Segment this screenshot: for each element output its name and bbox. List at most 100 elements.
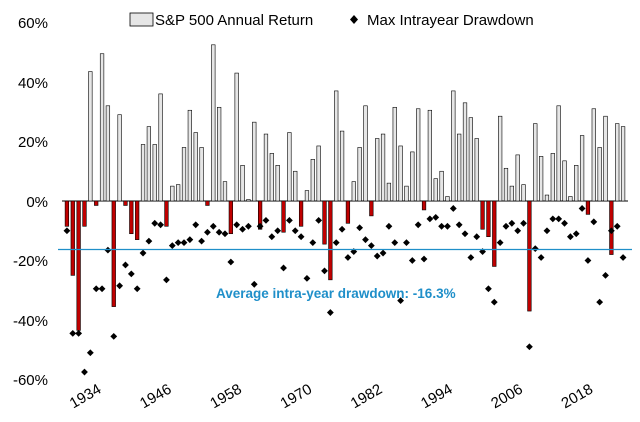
drawdown-dot-2018 xyxy=(584,257,592,264)
drawdown-dot-1962 xyxy=(256,222,264,230)
drawdown-dot-1975 xyxy=(332,239,340,247)
return-bar-1948 xyxy=(176,184,181,202)
y-tick-neg20: -20% xyxy=(13,253,48,270)
return-bar-1993 xyxy=(439,170,444,202)
return-bar-1997 xyxy=(462,102,468,202)
drawdown-dot-2023 xyxy=(613,222,621,230)
y-tick-neg40: -40% xyxy=(13,313,48,330)
drawdown-dot-2022 xyxy=(607,227,615,235)
return-bar-1949 xyxy=(181,147,187,202)
drawdown-dot-1934 xyxy=(92,285,100,293)
drawdown-dot-1957 xyxy=(227,258,235,266)
return-bar-2011 xyxy=(544,194,550,202)
return-bar-2008 xyxy=(527,200,532,312)
drawdown-dot-1967 xyxy=(285,216,293,224)
drawdown-dot-1976 xyxy=(338,225,346,233)
return-bar-1964 xyxy=(269,153,274,202)
drawdown-dot-1964 xyxy=(268,233,276,241)
drawdown-dot-1956 xyxy=(221,230,229,238)
legend: S&P 500 Annual Return Max Intrayear Draw… xyxy=(129,12,534,29)
drawdown-dot-1965 xyxy=(274,227,282,235)
return-bar-1979 xyxy=(357,147,362,202)
return-bar-2014 xyxy=(562,160,567,202)
drawdown-dot-2009 xyxy=(531,245,539,252)
return-bar-1931 xyxy=(76,200,81,331)
drawdown-dot-1963 xyxy=(262,216,270,224)
return-bar-1955 xyxy=(217,106,222,202)
drawdown-dot-1938 xyxy=(116,282,124,290)
return-bar-2002 xyxy=(492,200,497,267)
drawdown-dot-2016 xyxy=(572,230,580,238)
return-bar-1929 xyxy=(64,200,70,227)
drawdown-dot-1932 xyxy=(81,368,88,376)
drawdown-dot-1984 xyxy=(385,222,393,230)
legend-bar-label: S&P 500 Annual Return xyxy=(155,12,313,29)
drawdown-dot-1992 xyxy=(432,213,440,221)
return-bar-1947 xyxy=(170,185,175,202)
return-bar-1985 xyxy=(392,106,397,202)
drawdown-dot-1951 xyxy=(192,221,200,229)
return-bar-2000 xyxy=(480,200,485,230)
return-bar-2021 xyxy=(603,115,608,202)
drawdown-dot-1979 xyxy=(356,224,364,232)
drawdown-dot-2024 xyxy=(619,254,627,261)
return-bar-1941 xyxy=(135,200,140,240)
return-bar-1967 xyxy=(287,132,292,202)
return-bar-1968 xyxy=(293,170,298,202)
drawdown-dot-2001 xyxy=(485,285,492,293)
legend-dot-swatch xyxy=(350,15,358,24)
drawdown-dot-1945 xyxy=(157,221,164,229)
return-bar-2020 xyxy=(597,147,602,202)
drawdown-dot-1930 xyxy=(69,329,77,337)
x-axis: 1934 1946 1958 1970 1982 1994 2006 2018 xyxy=(67,381,596,412)
legend-dot-label: Max Intrayear Drawdown xyxy=(367,12,534,29)
return-bar-1930 xyxy=(70,200,75,276)
drawdown-dot-1990 xyxy=(420,255,428,263)
return-bar-1936 xyxy=(105,105,111,202)
drawdown-dot-1971 xyxy=(309,239,317,247)
return-bar-1933 xyxy=(88,71,93,202)
drawdown-dot-1929 xyxy=(63,227,71,235)
drawdown-dot-1972 xyxy=(315,216,323,224)
return-bar-1984 xyxy=(386,182,392,202)
return-bar-1934 xyxy=(94,200,99,206)
drawdown-dot-2006 xyxy=(514,227,522,235)
drawdown-dot-1942 xyxy=(139,249,147,257)
return-bar-1958 xyxy=(234,72,239,202)
return-bar-1978 xyxy=(351,181,356,202)
return-bar-1998 xyxy=(468,117,473,202)
drawdown-dot-1961 xyxy=(250,280,258,288)
drawdown-dot-1980 xyxy=(362,236,369,244)
drawdown-dot-1939 xyxy=(122,261,129,269)
drawdown-dot-1981 xyxy=(367,242,375,250)
drawdown-dot-1948 xyxy=(174,239,182,247)
drawdown-dot-1969 xyxy=(297,233,305,241)
return-bar-1983 xyxy=(380,133,386,202)
drawdown-dot-1989 xyxy=(414,221,422,229)
return-bar-2023 xyxy=(615,123,620,202)
drawdown-dot-1944 xyxy=(151,219,159,227)
drawdown-dot-2002 xyxy=(490,298,498,306)
return-bar-1987 xyxy=(404,185,409,202)
return-bar-1992 xyxy=(433,178,438,202)
return-bar-1938 xyxy=(117,114,122,202)
drawdown-dot-2007 xyxy=(520,219,527,227)
drawdown-dot-1977 xyxy=(344,254,352,261)
return-bar-2007 xyxy=(521,184,526,202)
drawdown-dot-1935 xyxy=(98,285,106,293)
x-tick-2006: 2006 xyxy=(488,381,525,412)
return-bar-1956 xyxy=(222,181,228,202)
return-bar-1990 xyxy=(421,200,427,211)
return-bar-2012 xyxy=(550,153,555,202)
return-bar-2004 xyxy=(503,167,509,202)
x-tick-1970: 1970 xyxy=(278,381,315,412)
drawdown-dot-1941 xyxy=(133,285,141,293)
return-bar-1996 xyxy=(457,133,462,202)
return-bar-1950 xyxy=(187,109,192,202)
return-bar-1946 xyxy=(164,200,169,227)
drawdown-dot-1968 xyxy=(291,227,299,235)
drawdown-dot-1999 xyxy=(473,233,481,241)
drawdown-dot-1954 xyxy=(209,222,217,230)
return-bar-2024 xyxy=(620,126,626,202)
